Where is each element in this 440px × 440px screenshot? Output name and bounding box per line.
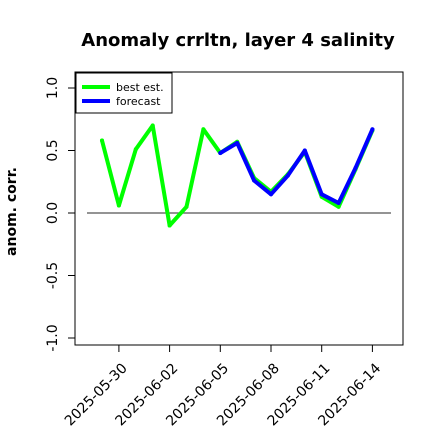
- y-tick-label: 1.0: [45, 77, 61, 99]
- series-line-2: [218, 127, 375, 205]
- data-point: [133, 147, 138, 152]
- chart-title: Anomaly crrltn, layer 4 salinity: [81, 30, 395, 51]
- y-tick-label: 0.0: [45, 202, 61, 224]
- data-point: [353, 166, 358, 170]
- legend: best est.forecast: [75, 72, 173, 114]
- data-point: [201, 127, 206, 132]
- data-point: [167, 223, 172, 228]
- y-tick-label: -1.0: [45, 324, 61, 351]
- plot-area: [74, 71, 404, 346]
- data-point: [370, 127, 375, 132]
- legend-label: forecast: [116, 95, 161, 108]
- data-point: [269, 192, 273, 197]
- legend-label: best est.: [116, 81, 164, 94]
- legend-box: [75, 72, 173, 114]
- y-tick-label: -0.5: [45, 262, 61, 289]
- y-axis-label: anom. corr.: [4, 167, 20, 256]
- data-point: [319, 192, 324, 197]
- data-point: [150, 123, 155, 128]
- y-tick-label: 0.5: [45, 139, 61, 161]
- data-point: [218, 151, 223, 155]
- data-point: [184, 204, 189, 209]
- series-layer: [100, 123, 375, 228]
- data-point: [100, 138, 104, 143]
- data-point: [116, 203, 121, 208]
- data-point: [285, 173, 290, 178]
- data-point: [302, 148, 307, 153]
- data-point: [252, 178, 257, 183]
- y-axis: -1.0 -0.5 0.0 0.5 1.0: [45, 77, 75, 352]
- data-point: [336, 201, 341, 205]
- data-point: [336, 204, 341, 209]
- data-point: [235, 141, 240, 145]
- x-axis: 2025-05-302025-06-022025-06-052025-06-08…: [62, 345, 384, 429]
